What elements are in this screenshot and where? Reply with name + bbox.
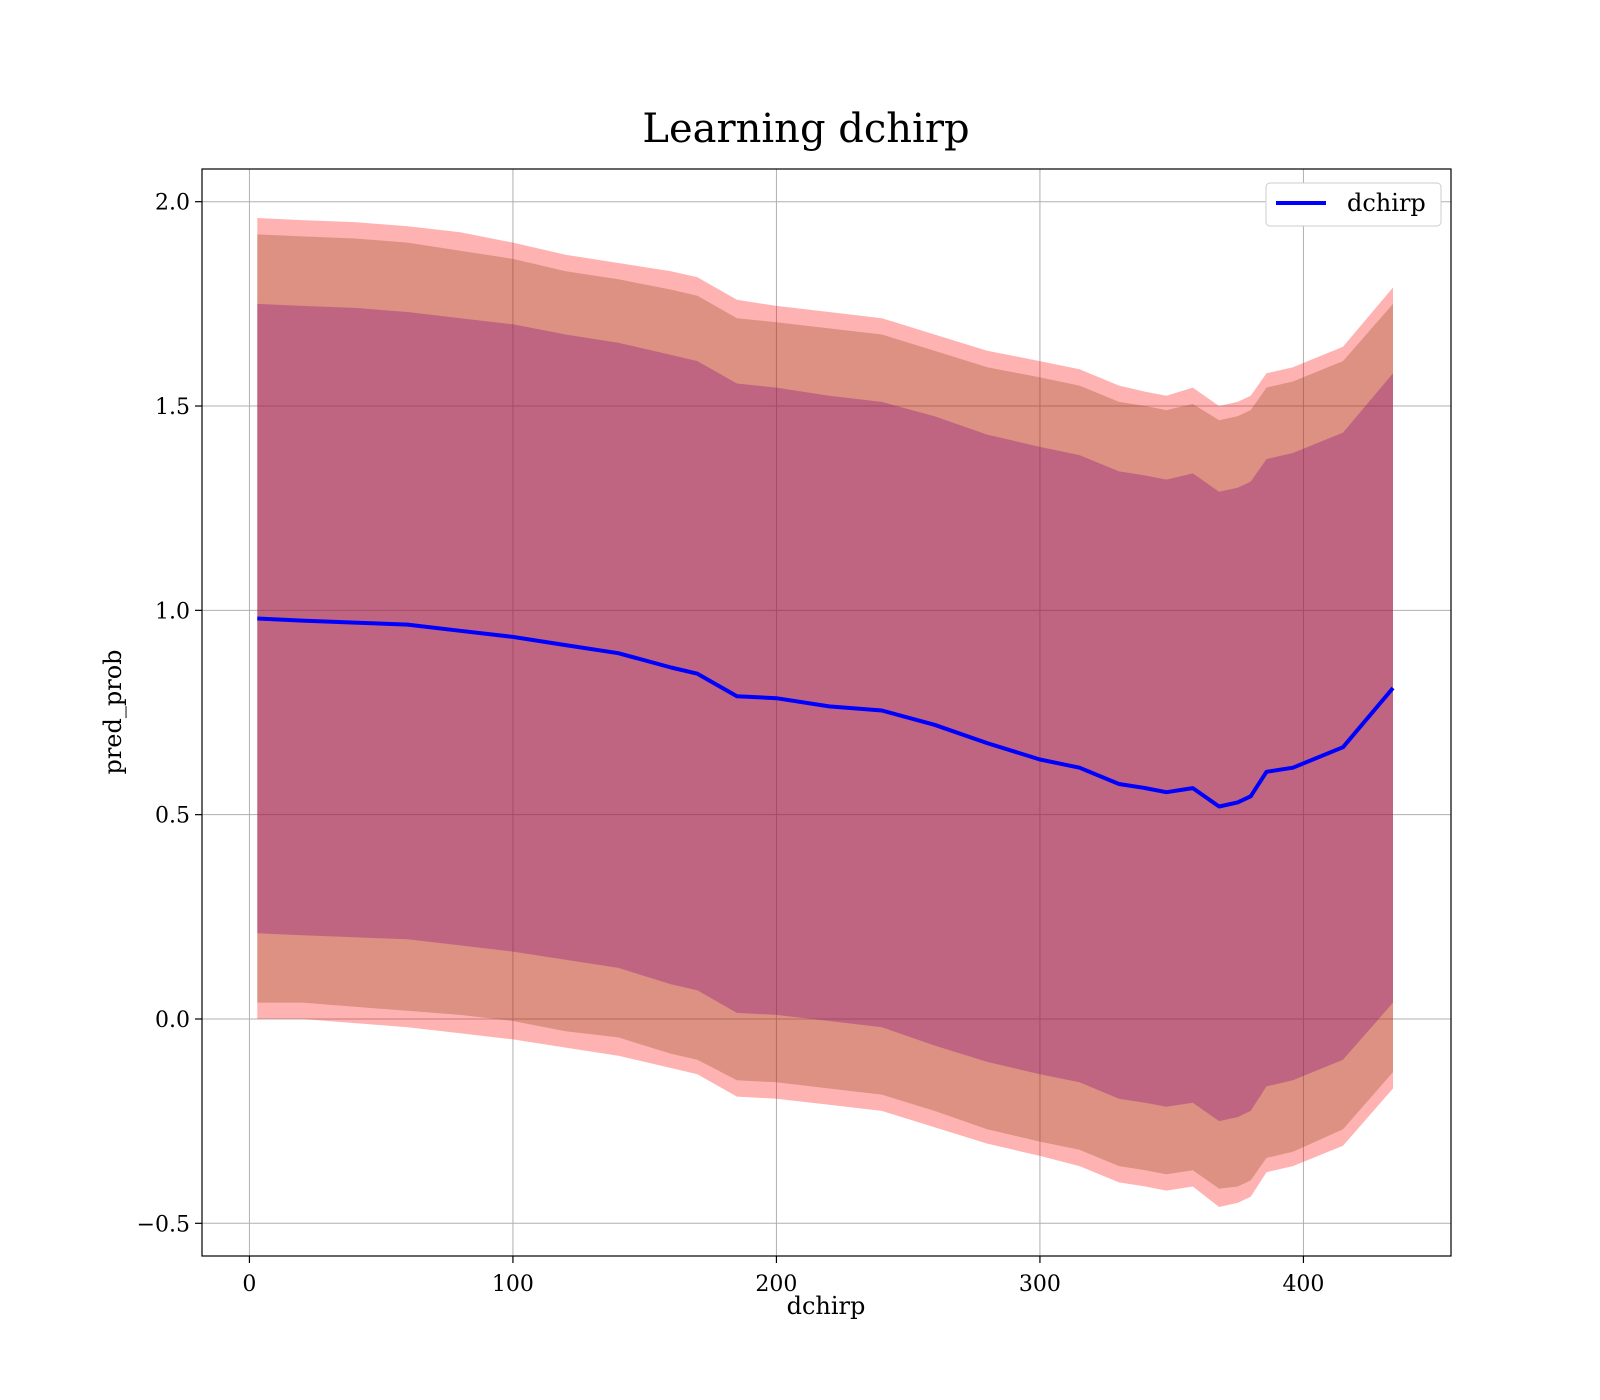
x-axis-label: dchirp (787, 1292, 866, 1320)
x-tick-label-3: 300 (1019, 1272, 1061, 1297)
line-series (257, 616, 1395, 809)
x-tick-label-1: 100 (492, 1272, 534, 1297)
chart-title: Learning dchirp (642, 106, 969, 152)
confidence-bands (257, 218, 1393, 1207)
x-tick-label-4: 400 (1282, 1272, 1324, 1297)
plot-area-frame (201, 168, 1452, 1257)
y-tick-label-5: 2.0 (155, 191, 190, 216)
legend-label-dchirp: dchirp (1347, 189, 1426, 217)
band-0 (257, 218, 1393, 1207)
band-1 (257, 234, 1393, 1189)
y-tick-label-1: 0.0 (155, 1008, 190, 1033)
y-axis-label: pred_prob (99, 649, 127, 774)
series-line-dchirp (257, 616, 1395, 809)
y-tick-label-3: 1.0 (155, 599, 190, 624)
grid (202, 169, 1451, 1256)
y-tick-label-4: 1.5 (155, 395, 190, 420)
legend-frame (1265, 182, 1442, 227)
axis-ticks: 0 100 200 300 400 −0.5 0.0 0.5 1.0 1.5 2.0 (137, 191, 1325, 1297)
y-tick-label-0: −0.5 (137, 1212, 190, 1237)
x-tick-label-0: 0 (242, 1272, 256, 1297)
y-tick-label-2: 0.5 (155, 804, 190, 829)
band-2 (257, 303, 1393, 1122)
legend: dchirp (1265, 182, 1442, 227)
x-tick-label-2: 200 (755, 1272, 797, 1297)
